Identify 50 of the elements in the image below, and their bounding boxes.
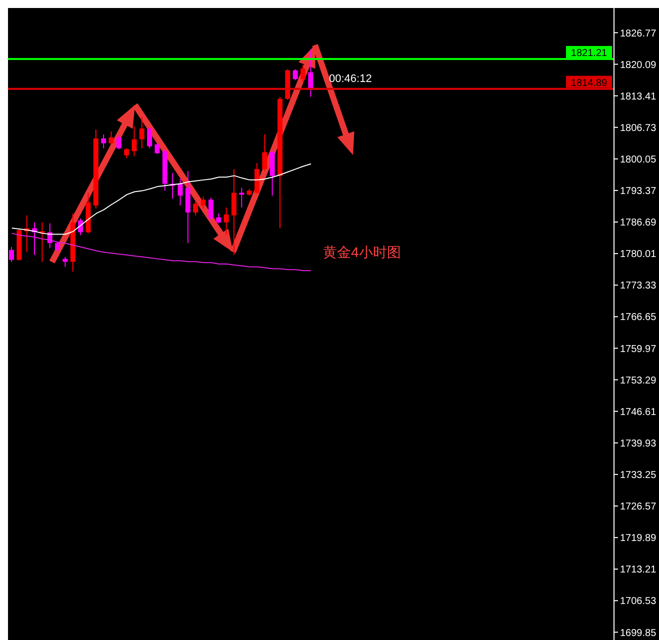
candlestick — [270, 150, 275, 196]
candlestick — [108, 130, 114, 145]
candlestick — [193, 200, 198, 216]
y-tick-label: 1806.73 — [620, 122, 657, 134]
candlestick — [292, 68, 298, 81]
candlestick — [262, 134, 268, 172]
candlestick — [62, 256, 68, 268]
annotation: 黄金4小时图 — [323, 244, 401, 260]
candlestick — [147, 126, 152, 149]
y-tick-label: 1726.57 — [620, 502, 657, 513]
ref-line-label: 1814.89 — [570, 78, 608, 89]
candlestick — [124, 148, 130, 159]
y-tick-label: 1773.33 — [620, 280, 657, 292]
y-tick-label: 1793.37 — [620, 186, 657, 198]
line-series — [11, 232, 312, 272]
y-tick-label: 1759.97 — [620, 344, 657, 355]
candlestick — [101, 134, 106, 149]
y-tick-label: 1739.93 — [620, 438, 657, 450]
candlestick — [55, 242, 60, 254]
candlestick — [231, 168, 236, 256]
y-tick-label: 1800.05 — [620, 154, 657, 166]
candlestick — [116, 134, 122, 150]
candlestick — [132, 126, 137, 157]
y-tick-label: 1786.69 — [620, 218, 657, 229]
candlestick — [300, 64, 306, 83]
candlestick — [200, 196, 206, 210]
y-tick-label: 1826.77 — [620, 28, 657, 40]
y-tick-label: 1766.65 — [620, 312, 657, 324]
y-tick-label: 1820.09 — [620, 60, 657, 71]
y-tick-label: 1813.41 — [620, 91, 657, 102]
candlestick — [216, 212, 222, 224]
y-tick-label: 1733.25 — [620, 470, 657, 481]
candlestick — [178, 178, 183, 206]
annotation: 00:46:12 — [329, 72, 372, 85]
candlestick — [239, 187, 244, 208]
y-tick-label: 1706.53 — [620, 596, 657, 608]
candlestick — [139, 116, 144, 149]
candlestick — [224, 207, 229, 236]
y-tick-label: 1753.29 — [620, 375, 657, 386]
y-tick-label: 1719.89 — [620, 533, 657, 544]
y-tick-label: 1713.21 — [620, 564, 657, 576]
candlestick — [9, 246, 14, 262]
y-tick-label: 1746.61 — [620, 406, 657, 418]
y-tick-label: 1780.01 — [620, 249, 657, 260]
candlestick — [154, 142, 160, 155]
candlestick — [254, 162, 260, 194]
candlestick — [308, 48, 314, 98]
y-tick-label: 1699.85 — [620, 628, 657, 639]
candlestick — [208, 197, 214, 221]
ref-line-label: 1821.21 — [570, 48, 608, 59]
